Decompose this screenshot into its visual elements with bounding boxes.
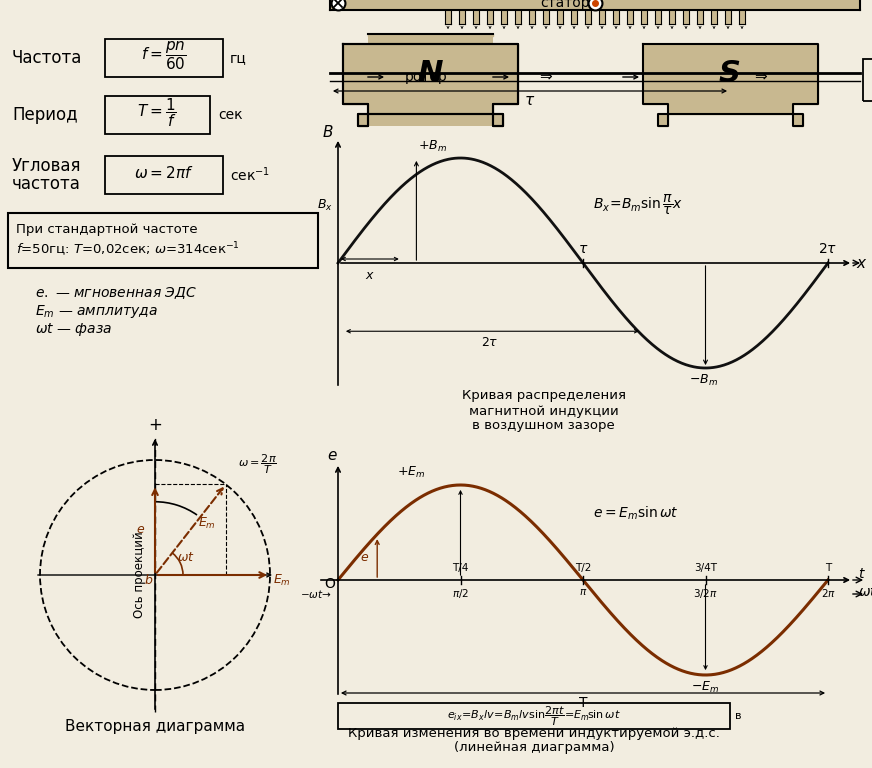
Text: S: S: [719, 59, 741, 88]
Text: гц: гц: [230, 51, 247, 65]
Text: $x$: $x$: [365, 269, 375, 282]
Text: $E_m$: $E_m$: [273, 573, 291, 588]
Text: $\omega=\dfrac{2\pi}{T}$: $\omega=\dfrac{2\pi}{T}$: [238, 453, 276, 476]
Text: $f=\dfrac{pn}{60}$: $f=\dfrac{pn}{60}$: [141, 40, 187, 72]
Text: O: O: [324, 577, 336, 591]
Text: $B_x$: $B_x$: [317, 197, 333, 213]
Text: Угловая: Угловая: [12, 157, 81, 175]
Text: T: T: [825, 563, 831, 573]
Text: $E_m$ — амплитуда: $E_m$ — амплитуда: [35, 303, 158, 319]
Bar: [105, 156, 223, 194]
Text: (линейная диаграмма): (линейная диаграмма): [453, 741, 614, 754]
Text: $\omega=2\pi f$: $\omega=2\pi f$: [134, 165, 194, 181]
Polygon shape: [643, 44, 818, 126]
Text: $-\omega t\!\rightarrow$: $-\omega t\!\rightarrow$: [300, 588, 332, 600]
Text: $3/2\pi$: $3/2\pi$: [693, 587, 718, 600]
Text: $t$: $t$: [858, 567, 866, 581]
Text: в воздушном зазоре: в воздушном зазоре: [473, 419, 615, 432]
Text: $2\tau$: $2\tau$: [481, 336, 499, 349]
Text: ⇒: ⇒: [539, 69, 551, 84]
Text: Частота: Частота: [12, 49, 82, 67]
Text: в: в: [735, 711, 741, 721]
Text: $B_x\!=\!B_m\sin\dfrac{\pi}{\tau}x$: $B_x\!=\!B_m\sin\dfrac{\pi}{\tau}x$: [593, 193, 683, 217]
Text: $+B_m$: $+B_m$: [419, 139, 447, 154]
Text: T/2: T/2: [575, 563, 591, 573]
Text: $\omega t$ — фаза: $\omega t$ — фаза: [35, 320, 112, 337]
Text: $\tau$: $\tau$: [578, 242, 589, 256]
Text: Период: Период: [12, 106, 78, 124]
Text: Кривая изменения во времени индуктируемой э.д.с.: Кривая изменения во времени индуктируемо…: [348, 727, 720, 740]
Text: T/4: T/4: [453, 563, 468, 573]
Bar: [338, 703, 730, 729]
Text: ⇒: ⇒: [753, 69, 766, 84]
Polygon shape: [343, 44, 517, 126]
Text: $e$: $e$: [360, 551, 369, 564]
Text: сек$^{-1}$: сек$^{-1}$: [230, 166, 270, 184]
Text: $x$: $x$: [856, 256, 868, 270]
Bar: [863, 59, 872, 101]
Text: частота: частота: [12, 175, 81, 193]
Text: При стандартной частоте: При стандартной частоте: [16, 223, 198, 237]
Text: $E_m$: $E_m$: [199, 515, 216, 531]
Text: $-E_m$: $-E_m$: [691, 680, 719, 695]
Text: Кривая распределения: Кривая распределения: [462, 389, 626, 402]
Text: $2\tau$: $2\tau$: [819, 242, 838, 256]
Bar: [105, 39, 223, 77]
Text: $\pi$: $\pi$: [579, 587, 587, 597]
Text: сек: сек: [218, 108, 242, 122]
Text: $\pi/2$: $\pi/2$: [452, 587, 469, 600]
Bar: [105, 96, 210, 134]
Text: $f$=50гц: $T$=0,02сек; $\omega$=314сек$^{-1}$: $f$=50гц: $T$=0,02сек; $\omega$=314сек$^…: [16, 241, 240, 259]
Text: $e.$ — мгновенная ЭДС: $e.$ — мгновенная ЭДС: [35, 285, 197, 301]
Bar: [8, 213, 318, 268]
Text: Ось проекций: Ось проекций: [133, 531, 146, 618]
Text: $e=E_m\sin\omega t$: $e=E_m\sin\omega t$: [593, 505, 678, 522]
Text: $e_{ix}\!=\!B_x lv\!=\!B_m lv\sin\!\dfrac{2\pi t}{T}\!=\!E_m\!\sin\omega t$: $e_{ix}\!=\!B_x lv\!=\!B_m lv\sin\!\dfra…: [447, 704, 621, 728]
Text: +: +: [148, 416, 162, 434]
Text: $+E_m$: $+E_m$: [398, 465, 426, 480]
Text: 3/4T: 3/4T: [694, 563, 717, 573]
Text: $T=\dfrac{1}{f}$: $T=\dfrac{1}{f}$: [137, 97, 177, 129]
Text: Векторная диаграмма: Векторная диаграмма: [65, 719, 245, 733]
Text: $\tau$: $\tau$: [524, 93, 535, 108]
Text: ротор: ротор: [405, 70, 447, 84]
Text: $e$: $e$: [136, 523, 146, 536]
Text: T: T: [579, 696, 587, 710]
Text: $\omega t$: $\omega t$: [858, 585, 872, 599]
Text: $b$: $b$: [144, 573, 153, 587]
Text: $\omega t$: $\omega t$: [177, 551, 194, 564]
Text: магнитной индукции: магнитной индукции: [469, 405, 618, 418]
Text: $2\pi$: $2\pi$: [821, 587, 835, 599]
Text: N: N: [417, 59, 443, 88]
Text: $e$: $e$: [327, 448, 337, 463]
Text: $-B_m$: $-B_m$: [689, 373, 718, 388]
Text: $B$: $B$: [323, 124, 334, 140]
Text: статор: статор: [540, 0, 589, 10]
